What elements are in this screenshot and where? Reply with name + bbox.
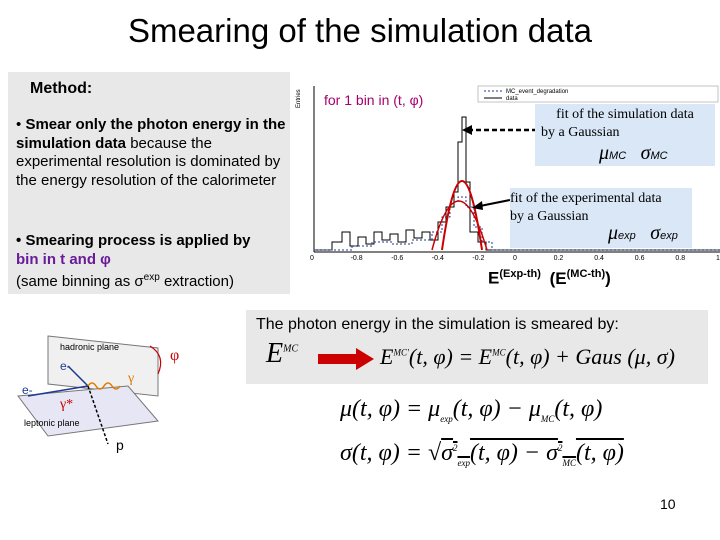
bin-label: for 1 bin in (t, φ) [324, 92, 424, 108]
e-exp-th-sup: (Exp-th) [499, 268, 541, 280]
formula-sigma: σ(t, φ) = √σ2exp(t, φ) − σ2MC(t, φ) [340, 440, 624, 468]
data-histogram [314, 116, 720, 251]
legend-mc-label: MC_event_degradation [506, 89, 568, 95]
x-tick-label: 1 [716, 255, 720, 262]
arrow-right-icon [318, 348, 374, 370]
hadronic-plane-label: hadronic plane [60, 342, 119, 352]
arrow-mc-head [462, 125, 472, 135]
electron-top-label: e- [60, 359, 71, 373]
phi-arc [149, 345, 162, 375]
smear-text: The photon energy in the simulation is s… [256, 316, 619, 333]
mu-mc-symbol: μ [599, 142, 610, 164]
fit-exp-symbols: μexp σexp [608, 222, 678, 245]
bullet2-line1: Smearing process is applied by [25, 232, 251, 249]
formula-mu: μ(t, φ) = μexp(t, φ) − μMC(t, φ) [340, 396, 603, 424]
x-tick-label: -0.4 [432, 255, 444, 262]
x-tick-label: 0 [310, 255, 314, 262]
fit-exp-line1: fit of the experimental data [510, 191, 662, 206]
leptonic-plane-label: leptonic plane [24, 418, 80, 428]
gamma-label: γ [127, 371, 134, 386]
x-tick-label: 0.6 [635, 255, 645, 262]
bullet1-rest: because the experimental resolution is d… [16, 134, 281, 189]
photon-wave [87, 382, 121, 390]
legend-data-label: data [506, 96, 518, 102]
mu-mc-sub: MC [609, 150, 627, 162]
bullet1-emphasis: Smear only the photon energy in the simu… [16, 116, 286, 152]
sigma-exp-symbol: σ [650, 222, 661, 244]
phi-label: φ [170, 347, 179, 364]
x-tick-label: 0.8 [675, 255, 685, 262]
bullet-marker: • [16, 232, 22, 249]
electron-out [67, 365, 89, 387]
e-exp-th: E [488, 268, 500, 288]
method-panel [8, 72, 290, 294]
x-tick-label: -0.6 [391, 255, 403, 262]
fit-mc-line1: fit of the simulation data [535, 106, 715, 124]
fit-mc-text: fit of the simulation data [556, 107, 694, 122]
sigma-mc-symbol: σ [640, 142, 651, 164]
bullet2-line3-end: extraction) [159, 273, 234, 290]
x-tick-labels: 0 -0.8 -0.6 -0.4 -0.2 0 0.2 0.4 0.6 0.8 1 [310, 255, 720, 262]
proton-label: p [116, 437, 124, 453]
x-tick-label: -0.8 [351, 255, 363, 262]
plot-legend [477, 85, 719, 103]
fit-mc-box: fit of the simulation data by a Gaussian… [535, 104, 715, 166]
x-tick-label: -0.2 [472, 255, 484, 262]
x-tick-label: 0 [513, 255, 517, 262]
hadronic-plane [47, 335, 159, 397]
method-label: Method: [30, 80, 93, 97]
slide-title: Smearing of the simulation data [127, 12, 593, 49]
bullet2-line2: bin in t and φ [16, 250, 111, 268]
e-mc-th-close: ) [605, 268, 611, 288]
slide-number: 10 [660, 496, 676, 512]
bullet-smear-photon: • Smear only the photon energy in the si… [16, 116, 288, 190]
e-mc-th-sup: (MC-th) [566, 268, 606, 280]
leptonic-plane [17, 385, 159, 437]
mc-histogram [314, 196, 720, 251]
fit-exp-line2: by a Gaussian [510, 209, 589, 224]
electron-in [27, 385, 89, 397]
formula-smearing: EMC'(t, φ) = EMC(t, φ) + Gaus (μ, σ) [380, 344, 675, 369]
fit-mc-line2: by a Gaussian [541, 125, 620, 140]
fit-mc-symbols: μMC σMC [599, 142, 668, 165]
e-mc-th: (E [549, 268, 567, 288]
arrow-exp [479, 199, 511, 207]
energy-labels: E(Exp-th) (E(MC-th)) [488, 268, 611, 289]
fit-mc-curve [431, 200, 488, 251]
bullet2-line3: (same binning as σ [16, 273, 144, 290]
mu-exp-sub: exp [618, 230, 636, 242]
x-tick-label: 0.2 [554, 255, 564, 262]
bullet-marker: • [16, 116, 22, 133]
kinematics-diagram: hadronic plane leptonic plane φ e- e- γ … [17, 335, 179, 453]
fit-exp-box: fit of the experimental data by a Gaussi… [510, 188, 692, 248]
formula-emc: EMC [266, 338, 299, 369]
gamma-star-label: γ* [59, 397, 73, 412]
electron-label: e- [22, 383, 33, 397]
y-axis-label: Entries [296, 89, 302, 108]
mu-exp-symbol: μ [608, 222, 619, 244]
bullet2-sup: exp [143, 272, 160, 283]
arrow-exp-head [472, 201, 483, 210]
sigma-mc-sub: MC [650, 150, 668, 162]
smear-panel [246, 310, 708, 384]
bullet-smearing-process: • Smearing process is applied by bin in … [16, 232, 288, 292]
x-tick-label: 0.4 [594, 255, 604, 262]
proton-line [87, 385, 109, 445]
sigma-exp-sub: exp [660, 230, 678, 242]
